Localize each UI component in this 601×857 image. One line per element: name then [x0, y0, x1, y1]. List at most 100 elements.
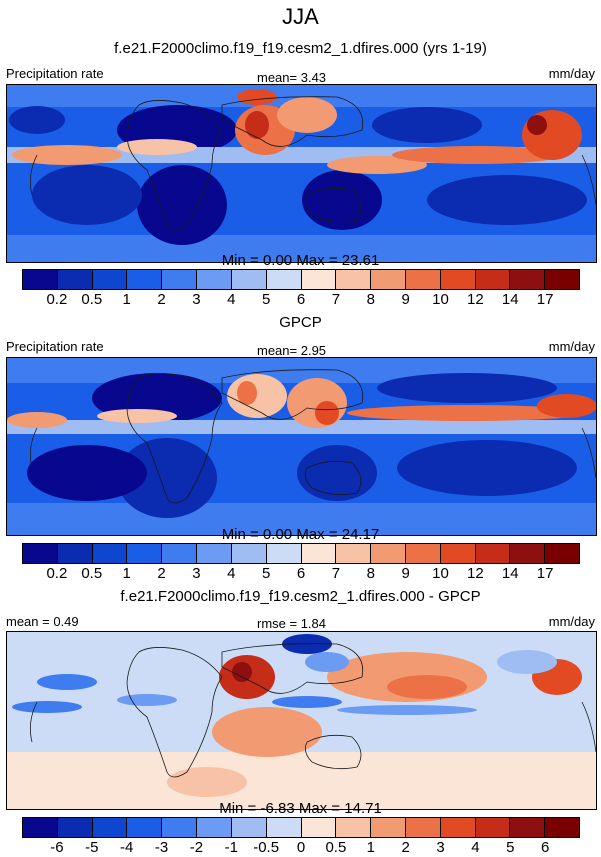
panel-1-colorbar-swatch: [57, 270, 93, 289]
panel-2-tick-label: 1: [122, 565, 131, 582]
panel-3-mean: mean = 0.49: [6, 614, 79, 629]
panel-3-tick-label: -3: [154, 839, 169, 856]
panel-1-tick-label: 9: [401, 291, 410, 308]
panel-1-tick-label: 8: [366, 291, 375, 308]
panel-2-colorbar-swatch: [336, 544, 372, 563]
panel-1-variable-label: Precipitation rate: [6, 66, 104, 81]
panel-1-tick-label: 3: [192, 291, 201, 308]
panel-1-colorbar-swatch: [405, 270, 441, 289]
panel-3-tick-label: -5: [85, 839, 99, 856]
panel-2-colorbar-swatch: [266, 544, 302, 563]
panel-2-variable-label: Precipitation rate: [6, 339, 104, 354]
panel-2-colorbar-swatch: [92, 544, 128, 563]
season-title: JJA: [282, 4, 319, 29]
panel-2-colorbar-swatch: [127, 544, 163, 563]
panel-3-colorbar-swatch: [336, 818, 372, 837]
panel-3-tick-label: 5: [506, 839, 515, 856]
panel-3-colorbar-swatch: [127, 818, 163, 837]
panel-3-colorbar-swatch: [475, 818, 511, 837]
panel-2-colorbar-swatch: [371, 544, 406, 563]
panel-2-tick-label: 17: [536, 565, 554, 582]
panel-1-colorbar-swatch: [266, 270, 302, 289]
panel-1-tick-label: 4: [227, 291, 236, 308]
panel-1-minmax: Min = 0.00 Max = 23.61: [221, 252, 380, 269]
panel-2-tick-label: 6: [296, 565, 306, 582]
panel-2-colorbar-swatch: [405, 544, 441, 563]
panel-3-tick-label: 4: [471, 839, 480, 856]
panel-2-tick-label: 0.5: [81, 565, 103, 582]
panel-3-tick-label: -6: [50, 839, 64, 856]
panel-2-colorbar-swatch: [162, 544, 198, 563]
panel-3-colorbar-swatch: [57, 818, 93, 837]
panel-1-colorbar-swatch: [440, 270, 476, 289]
panel-1-units: mm/day: [548, 66, 595, 81]
panel-1-colorbar-swatch: [162, 270, 198, 289]
panel-3-tick-label: 0: [296, 839, 306, 856]
panel-1-map: [6, 84, 597, 263]
panel-1-colorbar-swatch: [545, 270, 579, 289]
panel-1-tick-label: 12: [467, 291, 484, 308]
panel-2-tick-label: 10: [432, 565, 449, 582]
panel-3-rmse: rmse = 1.84: [257, 616, 327, 631]
panel-1-tick-label: 17: [536, 291, 554, 308]
panel-1-tick-label: 5: [261, 291, 271, 308]
panel-3-colorbar-swatch: [510, 818, 546, 837]
panel-2-tick-label: 0.2: [46, 565, 68, 582]
panel-3-colorbar-swatch: [371, 818, 406, 837]
panel-2-tick-label: 4: [227, 565, 236, 582]
panel-3-colorbar-swatch: [266, 818, 302, 837]
panel-3-colorbar-swatch: [197, 818, 232, 837]
panel-2-colorbar-swatch: [57, 544, 93, 563]
panel-1-colorbar-swatch: [197, 270, 232, 289]
panel-2-colorbar-ticks: 0.2 0.5 1 2 3 4 5 6 7 8 9 10 12 14 17: [22, 565, 580, 582]
panel-3-colorbar-swatch: [440, 818, 476, 837]
panel-1-title: f.e21.F2000climo.f19_f19.cesm2_1.dfires.…: [114, 40, 487, 57]
panel-1-tick-label: 10: [432, 291, 449, 308]
panel-1-colorbar-swatch: [127, 270, 163, 289]
panel-2-tick-label: 9: [401, 565, 410, 582]
panel-2-tick-label: 14: [501, 565, 519, 582]
panel-3-colorbar-swatch: [92, 818, 128, 837]
panel-3-colorbar: [22, 817, 580, 838]
panel-3-tick-label: 2: [401, 839, 410, 856]
panel-3-tick-label: -4: [119, 839, 134, 856]
panel-1-tick-label: 14: [501, 291, 519, 308]
panel-1-colorbar-swatch: [231, 270, 267, 289]
panel-3-tick-label: 1: [366, 839, 375, 856]
panel-2-tick-label: 7: [331, 565, 341, 582]
panel-2-colorbar-swatch: [231, 544, 267, 563]
panel-3-tick-label: -0.5: [253, 839, 280, 856]
panel-3-tick-label: 0.5: [325, 839, 347, 856]
panel-2-tick-label: 3: [192, 565, 201, 582]
panel-2-colorbar-swatch: [545, 544, 579, 563]
panel-2-tick-label: 8: [366, 565, 375, 582]
panel-3-tick-label: -2: [189, 839, 204, 856]
panel-1-tick-label: 0.5: [81, 291, 103, 308]
panel-3-colorbar-swatch: [301, 818, 337, 837]
panel-1-colorbar-swatch: [23, 270, 58, 289]
panel-1-colorbar-swatch: [510, 270, 546, 289]
panel-1-colorbar-swatch: [475, 270, 511, 289]
panel-1-colorbar: [22, 269, 580, 290]
panel-2-map: [6, 357, 597, 536]
panel-3-title: f.e21.F2000climo.f19_f19.cesm2_1.dfires.…: [120, 588, 481, 605]
panel-1-tick-label: 0.2: [46, 291, 68, 308]
panel-3-tick-label: 3: [436, 839, 445, 856]
panel-2-title: GPCP: [279, 314, 322, 331]
panel-1-colorbar-swatch: [92, 270, 128, 289]
panel-3-colorbar-swatch: [405, 818, 441, 837]
panel-2-colorbar-swatch: [23, 544, 58, 563]
panel-2-colorbar-swatch: [475, 544, 511, 563]
panel-3-colorbar-swatch: [231, 818, 267, 837]
panel-2-tick-label: 2: [157, 565, 166, 582]
panel-3-tick-label: 6: [540, 839, 550, 856]
panel-3-colorbar-ticks: -6 -5 -4 -3 -2 -1 -0.5 0 0.5 1 2 3 4 5 6: [22, 839, 580, 856]
panel-1-tick-label: 2: [157, 291, 166, 308]
panel-1-colorbar-swatch: [371, 270, 406, 289]
panel-3-colorbar-swatch: [162, 818, 198, 837]
panel-2-units: mm/day: [548, 339, 595, 354]
panel-1-mean: mean= 3.43: [257, 70, 327, 85]
panel-2-colorbar-swatch: [510, 544, 546, 563]
panel-2-colorbar-swatch: [197, 544, 232, 563]
panel-2-mean: mean= 2.95: [257, 343, 327, 358]
